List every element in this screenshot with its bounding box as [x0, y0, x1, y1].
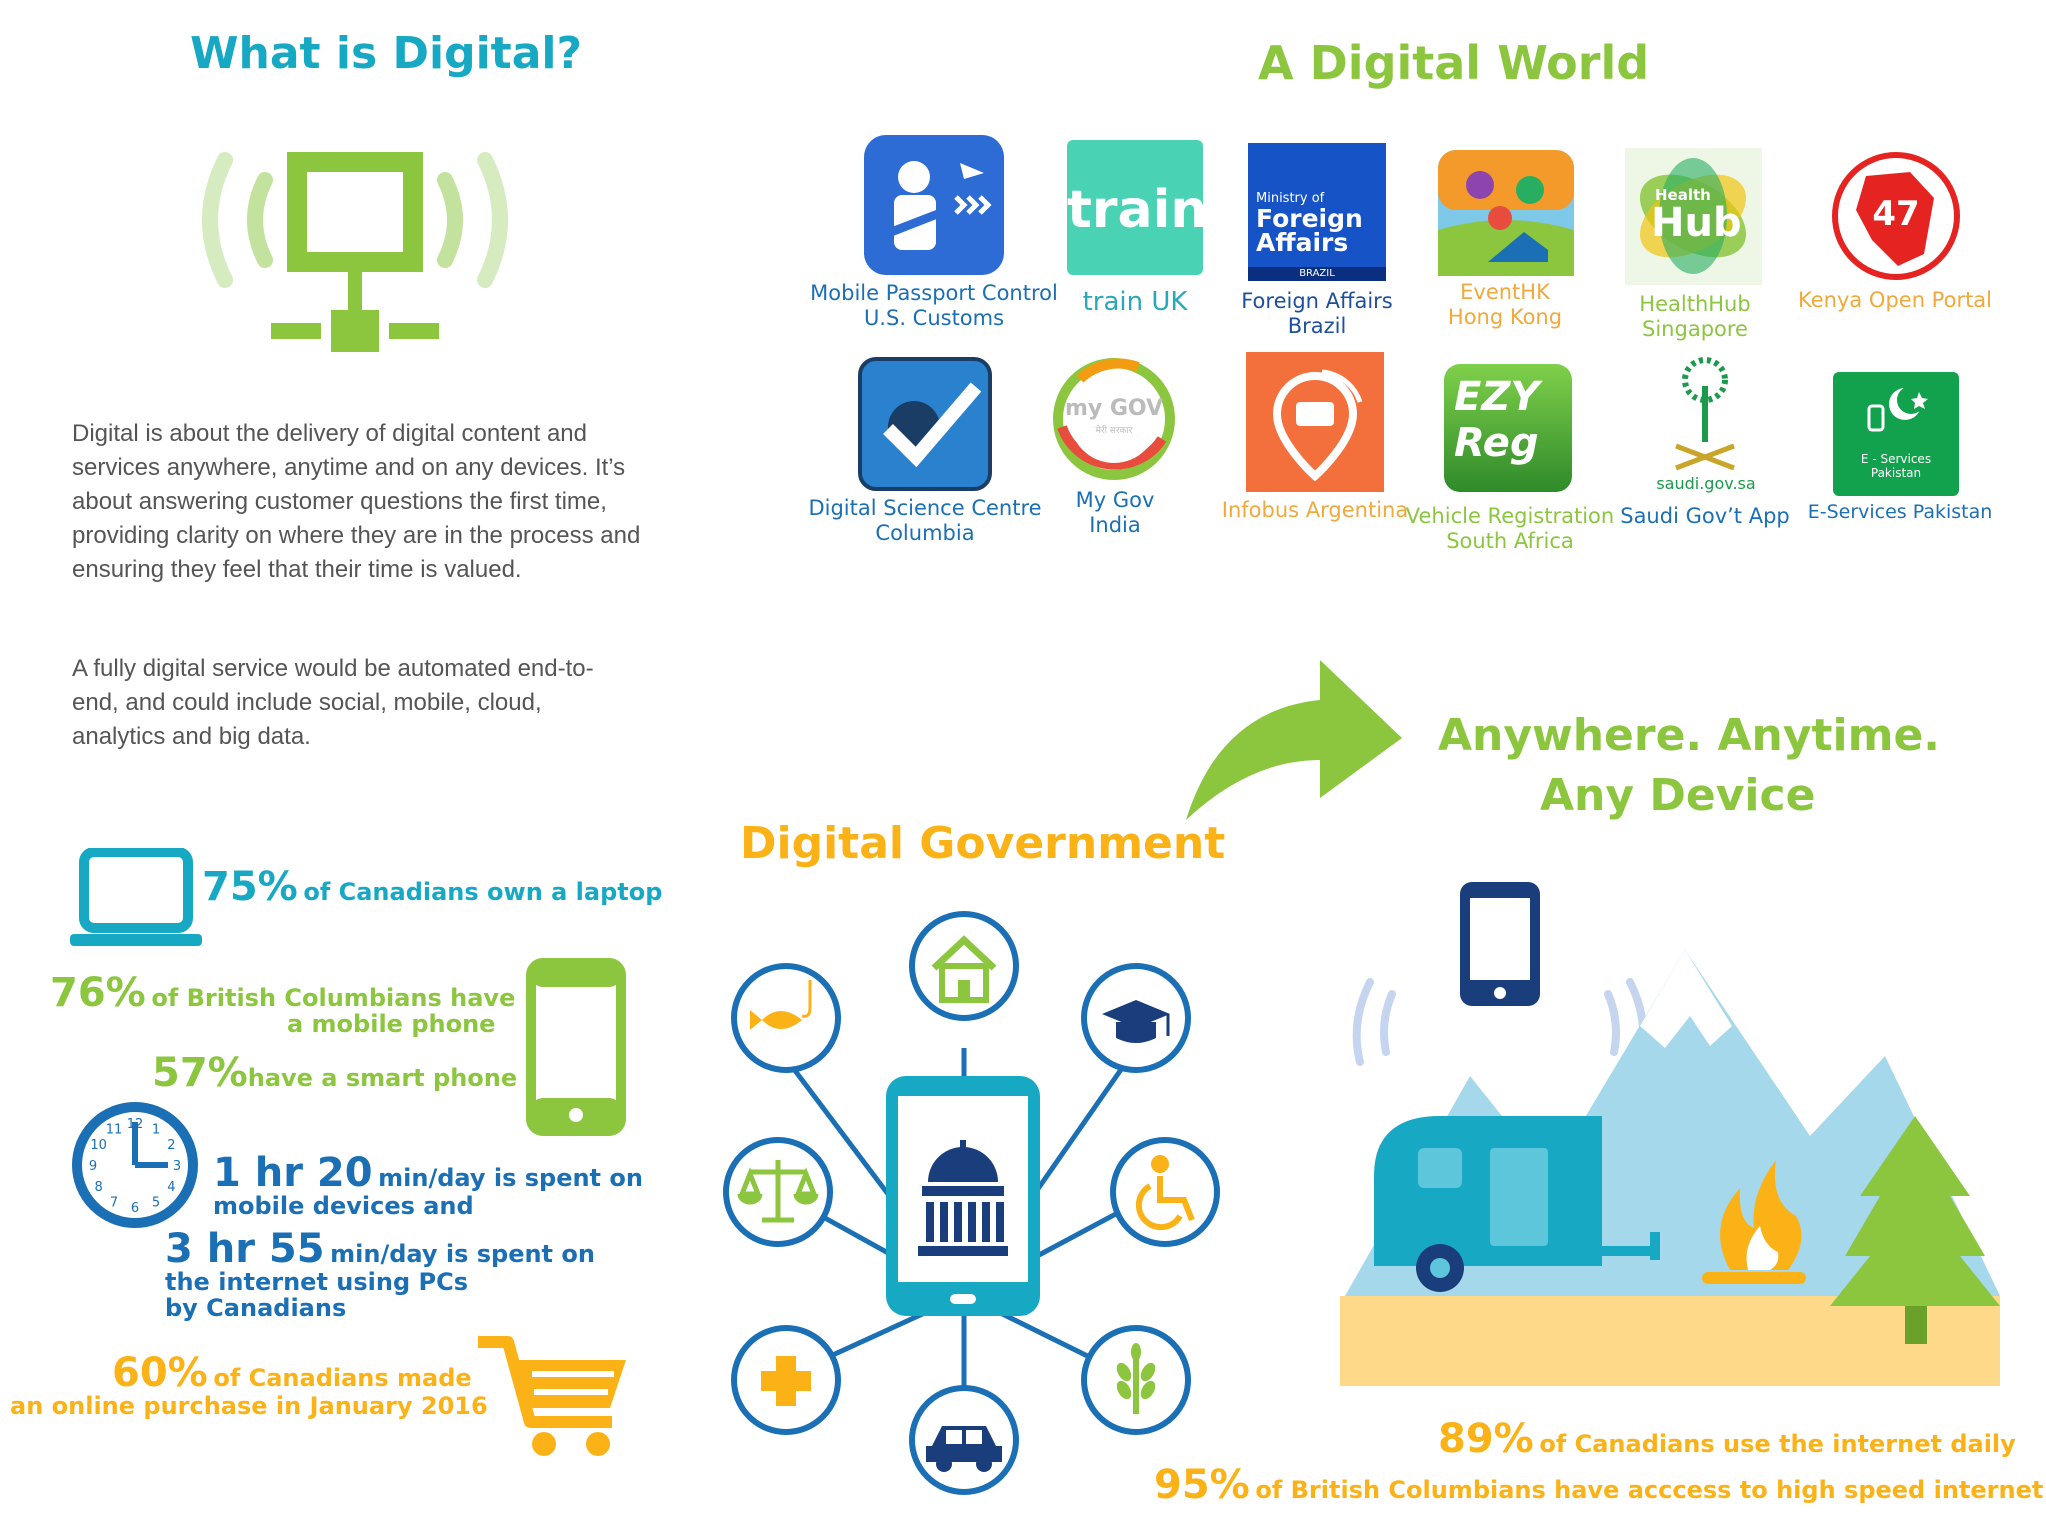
clock-numeral: 4 [167, 1180, 175, 1195]
internet-daily-stat: 89% of Canadians use the internet daily [1438, 1416, 2016, 1462]
train-uk-icon[interactable]: train [1067, 140, 1207, 275]
mobile-phone-stat-line2: a mobile phone [287, 1010, 496, 1038]
kenya-map-icon [1856, 172, 1934, 266]
saudi-domain-text: saudi.gov.sa [1656, 474, 1756, 493]
clock-numeral: 1 [152, 1123, 160, 1138]
digital-science-centre-icon[interactable] [858, 357, 992, 491]
shopping-cart-icon [478, 1336, 626, 1456]
capitol-building-icon [918, 1140, 1008, 1256]
clock-numeral: 9 [89, 1159, 97, 1174]
app-label-digital-science: Digital Science Centre Columbia [808, 496, 1042, 545]
eventhk-icon[interactable] [1438, 150, 1574, 276]
mobile-device-icon [1460, 882, 1540, 1006]
laptop-stat: 75% of Canadians own a laptop [202, 864, 663, 910]
clock-numeral: 12 [127, 1117, 144, 1132]
app-label-infobus: Infobus Argentina [1221, 498, 1409, 522]
pine-tree-icon [1830, 1116, 2000, 1344]
pc-time-stat-line3: by Canadians [165, 1294, 347, 1322]
mobile-passport-control-icon[interactable] [864, 135, 1004, 275]
laptop-icon [70, 848, 202, 946]
network-computer-icon [202, 152, 508, 352]
online-purchase-stat: 60% of Canadians made [112, 1350, 472, 1396]
kenya-open-portal-icon[interactable]: 47 [1832, 152, 1960, 280]
clock-numeral: 5 [152, 1195, 160, 1210]
app-label-eventhk: EventHK Hong Kong [1447, 280, 1563, 329]
clock-numeral: 2 [167, 1138, 175, 1153]
camper-trailer-icon [1374, 1116, 1660, 1292]
plus-icon [761, 1356, 811, 1406]
digital-definition-paragraph: Digital is about the delivery of digital… [72, 420, 641, 583]
foreign-affairs-icon[interactable]: Ministry of Foreign Affairs BRAZIL [1248, 143, 1386, 281]
digital-service-paragraph: A fully digital service would be automat… [72, 655, 594, 750]
healthhub-petals [1639, 158, 1747, 274]
anywhere-title-line2: Any Device [1540, 770, 1816, 821]
app-label-mygov: My Gov India [1075, 488, 1155, 537]
scales-icon [737, 1160, 819, 1223]
camping-scene-illustration [1340, 882, 2000, 1386]
app-label-vehicle-registration: Vehicle Registration South Africa [1405, 504, 1615, 553]
smart-phone-stat: 57%have a smart phone [152, 1050, 518, 1096]
saudi-palm-swords-icon[interactable] [1658, 356, 1752, 476]
clock-numeral: 7 [110, 1195, 118, 1210]
mobile-time-stat-line2: mobile devices and [213, 1192, 474, 1220]
wheelchair-icon [1135, 1155, 1195, 1231]
fish-hook-icon [750, 980, 812, 1030]
svg-text:मेरी सरकार: मेरी सरकार [1096, 424, 1133, 436]
app-label-healthhub: HealthHub Singapore [1639, 292, 1751, 341]
campfire-icon [1702, 1160, 1806, 1284]
digital-world-title: A Digital World [1258, 36, 1650, 90]
eservices-pakistan-icon[interactable]: E - Services Pakistan [1833, 372, 1959, 496]
app-label-eservices: E-Services Pakistan [1807, 501, 1993, 523]
car-icon [926, 1426, 1002, 1472]
crescent-star-icon [1867, 386, 1928, 432]
gov-services-diagram [723, 911, 1220, 1495]
clock-numeral: 10 [90, 1138, 107, 1153]
curved-arrow-icon [1186, 660, 1402, 820]
anywhere-title-line1: Anywhere. Anytime. [1438, 710, 1941, 761]
clock-numeral: 6 [131, 1201, 139, 1216]
house-icon [931, 935, 997, 1003]
svg-text:my GOV: my GOV [1065, 396, 1163, 421]
clock-numeral: 8 [94, 1180, 102, 1195]
app-label-foreign-affairs: Foreign Affairs Brazil [1241, 289, 1393, 338]
infobus-argentina-icon[interactable] [1246, 352, 1384, 492]
ezyreg-icon[interactable]: EZY Reg [1444, 364, 1572, 492]
what-is-digital-title: What is Digital? [190, 28, 583, 79]
graduation-cap-icon [1102, 1000, 1170, 1043]
mygov-india-icon[interactable]: my GOV मेरी सरकार [1052, 357, 1176, 481]
healthhub-icon[interactable]: Health Hub [1625, 148, 1762, 285]
high-speed-stat: 95% of British Columbians have acccess t… [1154, 1462, 2044, 1508]
mobile-time-stat: 1 hr 20 min/day is spent on [213, 1150, 643, 1196]
app-label-kenya: Kenya Open Portal [1797, 288, 1993, 312]
app-label-train-uk: train UK [1082, 287, 1188, 317]
clock-numeral: 3 [173, 1159, 181, 1174]
wheat-icon [1116, 1343, 1156, 1414]
app-label-saudi: Saudi Gov’t App [1620, 504, 1790, 528]
digital-government-title: Digital Government [740, 818, 1226, 869]
clock-numeral: 11 [106, 1123, 123, 1138]
online-purchase-stat-line2: an online purchase in January 2016 [10, 1392, 488, 1420]
pc-time-stat-line2: the internet using PCs [165, 1268, 468, 1296]
smartphone-icon [526, 958, 626, 1136]
pc-time-stat: 3 hr 55 min/day is spent on [165, 1226, 595, 1272]
app-label-mobile-passport: Mobile Passport Control U.S. Customs [810, 281, 1058, 330]
mobile-phone-stat: 76% of British Columbians have [50, 970, 516, 1016]
